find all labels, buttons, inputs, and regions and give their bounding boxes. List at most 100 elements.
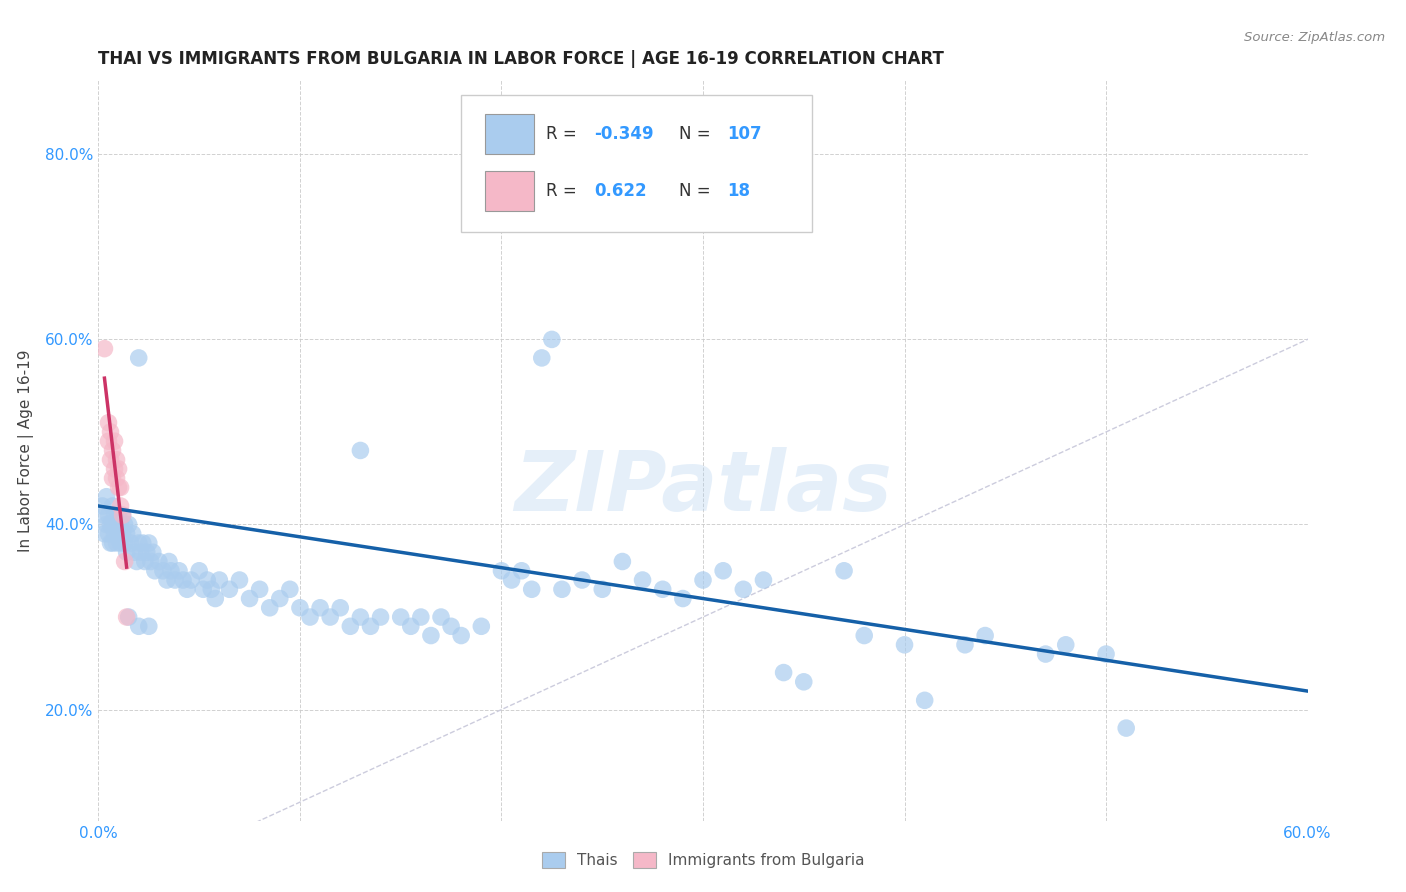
Point: [96, 490, 118, 504]
Point: [107, 462, 129, 476]
Point: [139, 555, 162, 569]
Point: [132, 536, 155, 550]
Point: [420, 628, 443, 642]
Point: [160, 564, 183, 578]
Point: [195, 573, 218, 587]
Point: [188, 564, 211, 578]
Point: [120, 536, 142, 550]
FancyBboxPatch shape: [485, 113, 534, 154]
Point: [218, 582, 240, 597]
Legend: Thais, Immigrants from Bulgaria: Thais, Immigrants from Bulgaria: [534, 845, 872, 876]
Text: Source: ZipAtlas.com: Source: ZipAtlas.com: [1244, 31, 1385, 45]
Text: N =: N =: [679, 182, 721, 200]
Point: [974, 628, 997, 642]
Point: [100, 517, 122, 532]
Point: [752, 573, 775, 587]
Text: 107: 107: [727, 126, 762, 144]
Point: [591, 582, 613, 597]
Point: [163, 573, 186, 587]
Point: [121, 526, 143, 541]
Point: [105, 536, 128, 550]
Point: [114, 517, 136, 532]
Point: [105, 452, 128, 467]
Point: [100, 536, 122, 550]
Y-axis label: In Labor Force | Age 16-19: In Labor Force | Age 16-19: [18, 349, 34, 552]
Point: [111, 526, 134, 541]
Point: [97, 416, 120, 430]
Point: [115, 545, 138, 559]
Point: [208, 573, 231, 587]
Point: [134, 555, 156, 569]
Point: [299, 610, 322, 624]
Point: [370, 610, 392, 624]
Point: [115, 526, 138, 541]
Point: [152, 564, 174, 578]
Point: [180, 573, 202, 587]
Point: [107, 480, 129, 494]
Point: [953, 638, 976, 652]
Point: [309, 600, 332, 615]
Point: [193, 582, 215, 597]
Point: [148, 555, 170, 569]
Point: [157, 555, 180, 569]
Point: [93, 526, 115, 541]
Point: [93, 508, 115, 523]
Point: [138, 619, 160, 633]
Point: [138, 536, 160, 550]
Point: [128, 536, 150, 550]
Point: [269, 591, 291, 606]
Point: [110, 480, 132, 494]
Point: [105, 517, 128, 532]
Point: [389, 610, 412, 624]
Text: ZIPatlas: ZIPatlas: [515, 447, 891, 528]
Point: [124, 545, 146, 559]
Point: [228, 573, 250, 587]
Point: [101, 536, 124, 550]
Point: [853, 628, 876, 642]
Point: [204, 591, 226, 606]
Point: [440, 619, 463, 633]
Point: [107, 508, 129, 523]
Point: [142, 545, 165, 559]
Point: [97, 508, 120, 523]
Point: [125, 555, 148, 569]
Point: [510, 564, 533, 578]
Point: [115, 610, 138, 624]
Point: [450, 628, 472, 642]
Point: [651, 582, 673, 597]
Text: R =: R =: [546, 182, 588, 200]
Point: [278, 582, 301, 597]
Point: [1115, 721, 1137, 735]
Point: [430, 610, 453, 624]
Point: [101, 471, 124, 485]
Point: [111, 508, 134, 523]
Point: [349, 610, 371, 624]
Point: [103, 508, 125, 523]
Point: [172, 573, 194, 587]
Point: [551, 582, 574, 597]
Point: [176, 582, 198, 597]
Text: N =: N =: [679, 126, 716, 144]
Point: [501, 573, 523, 587]
Point: [832, 564, 855, 578]
Point: [167, 564, 190, 578]
Point: [110, 536, 132, 550]
Point: [399, 619, 422, 633]
Text: R =: R =: [546, 126, 582, 144]
Point: [114, 555, 136, 569]
Point: [339, 619, 361, 633]
Point: [1054, 638, 1077, 652]
Point: [530, 351, 553, 365]
Point: [1035, 647, 1057, 661]
Point: [470, 619, 492, 633]
Point: [200, 582, 222, 597]
Text: 18: 18: [727, 182, 751, 200]
Point: [107, 526, 129, 541]
Point: [101, 499, 124, 513]
Point: [101, 517, 124, 532]
Point: [118, 517, 141, 532]
Point: [135, 545, 157, 559]
Point: [96, 517, 118, 532]
Point: [360, 619, 382, 633]
Point: [772, 665, 794, 680]
